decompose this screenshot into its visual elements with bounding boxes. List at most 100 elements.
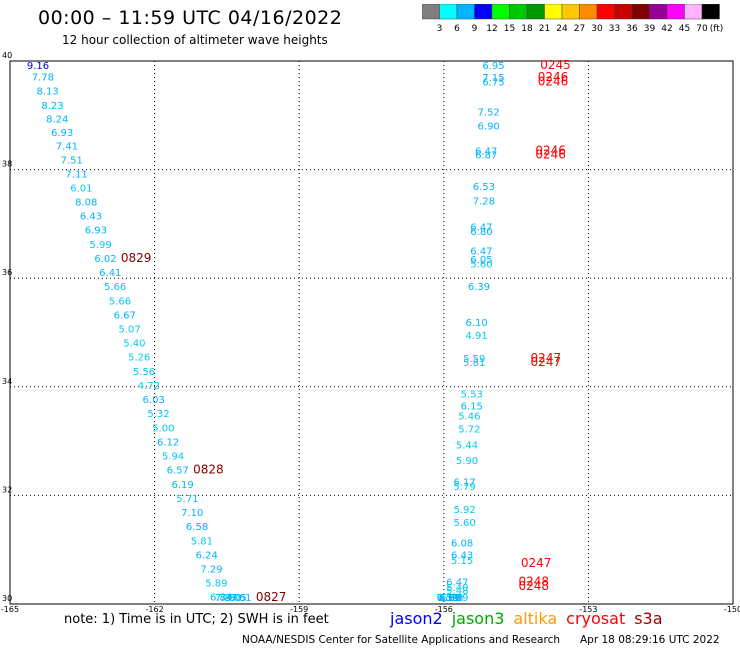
wave-height-value: 7.10 (181, 508, 203, 519)
wave-height-value: 6.01 (70, 183, 92, 194)
wave-height-value: 5.40 (123, 339, 145, 350)
wave-height-value: 5.71 (176, 494, 198, 505)
wave-height-value: 5.40 (446, 583, 468, 594)
latitude-label: 30 (2, 594, 12, 603)
satellite-legend-s3a: s3a (634, 609, 663, 628)
wave-height-value: 6.47 (475, 146, 497, 157)
wave-height-value: 7.33 (437, 593, 459, 604)
wave-height-value: 7.28 (473, 196, 495, 207)
wave-height-value: 6.57 (167, 466, 189, 477)
wave-height-value: 6.90 (478, 121, 500, 132)
color-scale-unit: (ft) (710, 24, 724, 34)
wave-height-value: 5.81 (191, 536, 213, 547)
wave-height-value: 9.16 (27, 61, 49, 72)
wave-height-value: 5.07 (118, 325, 140, 336)
pass-time-label: 0246 (535, 148, 566, 162)
longitude-label: -159 (290, 605, 308, 614)
wave-height-value: 6.47 (470, 246, 492, 257)
pass-time-label: 0247 (521, 556, 552, 570)
longitude-label: -150 (724, 605, 740, 614)
color-scale-label: 70 (696, 24, 708, 34)
longitude-label: -165 (1, 605, 19, 614)
wave-height-value: 5.46 (458, 411, 480, 422)
wave-height-value: 6.80 (470, 227, 492, 238)
wave-height-value: 5.89 (205, 579, 227, 590)
wave-height-value: 7.51 (61, 156, 83, 167)
wave-height-value: 6.23 (441, 593, 463, 604)
wave-height-value: 6.93 (85, 226, 107, 237)
color-scale-label: 39 (644, 24, 656, 34)
wave-height-value: 6.19 (437, 593, 459, 604)
wave-height-value: 6.41 (99, 268, 121, 279)
wave-height-value: 6.58 (186, 522, 208, 533)
color-scale-legend: 3 6 9 12 15 18 21 24 27 30 33 36 39 42 45 70 (ft) (422, 4, 724, 34)
color-scale-label: 3 (437, 24, 443, 34)
pass-time-label: 0247 (531, 355, 562, 369)
satellite-legend-jason2: jason2 (390, 609, 443, 628)
color-scale-label: 45 (679, 24, 690, 34)
wave-height-value: 7.52 (478, 107, 500, 118)
wave-height-value: 5.32 (147, 409, 169, 420)
map-subtitle: 12 hour collection of altimeter wave hei… (62, 33, 328, 47)
wave-height-value: 5.99 (446, 593, 468, 604)
wave-height-value: 5.30 (439, 593, 461, 604)
color-scale-label: 33 (609, 24, 620, 34)
pass-time-label: 0827 (256, 590, 287, 604)
wave-height-value: 6.43 (451, 550, 473, 561)
satellite-legend-jason3: jason3 (451, 609, 505, 628)
color-swatch (701, 4, 720, 20)
footer-credit: NOAA/NESDIS Center for Satellite Applica… (242, 634, 560, 646)
wave-height-value: 5.66 (104, 282, 126, 293)
wave-height-value: 5.92 (453, 505, 475, 516)
latitude-label: 34 (2, 377, 12, 386)
wave-height-value: 8.61 (229, 593, 251, 604)
wave-height-value: 5.99 (90, 240, 112, 251)
wave-height-value: 6.05 (470, 255, 492, 266)
wave-height-value: 7.60 (220, 593, 242, 604)
wave-height-value: 7.19 (437, 593, 459, 604)
color-scale-label: 36 (626, 24, 638, 34)
wave-height-value: 8.23 (41, 101, 63, 112)
wave-height-value: 5.26 (128, 353, 150, 364)
wave-height-value: 5.90 (456, 456, 478, 467)
map-title: 00:00 – 11:59 UTC 04/16/2022 (38, 7, 343, 29)
color-scale-label: 18 (521, 24, 533, 34)
latitude-label: 38 (2, 160, 12, 169)
wave-height-value: 8.05 (224, 593, 246, 604)
map-frame (9, 60, 734, 605)
wave-height-value: 4.91 (465, 331, 487, 342)
satellite-legend: jason2 jason3 altika cryosat s3a (390, 609, 672, 628)
pass-time-label: 0248 (519, 579, 550, 593)
wave-height-value: 5.56 (133, 367, 155, 378)
wave-height-value: 6.39 (468, 282, 490, 293)
pass-time-label: 0246 (538, 74, 569, 88)
wave-height-value: 6.56 (439, 593, 461, 604)
wave-height-value: 5.53 (461, 390, 483, 401)
longitude-label: -156 (435, 605, 453, 614)
wave-height-value: 6.75 (482, 77, 504, 88)
wave-height-value: 6.53 (473, 182, 495, 193)
wave-height-value: 8.13 (37, 87, 59, 98)
wave-height-value: 5.81 (463, 358, 485, 369)
wave-height-value: 5.00 (152, 423, 174, 434)
wave-height-value: 5.15 (451, 556, 473, 567)
wave-height-value: 6.67 (114, 310, 136, 321)
latitude-label: 40 (2, 51, 12, 60)
wave-height-value: 6.03 (143, 395, 165, 406)
wave-height-value: 7.11 (65, 170, 87, 181)
pass-time-label: 0248 (519, 575, 550, 589)
color-scale-label: 6 (454, 24, 460, 34)
wave-height-value: 8.08 (75, 197, 97, 208)
wave-height-value: 5.72 (458, 424, 480, 435)
wave-height-value: 6.95 (482, 61, 504, 72)
pass-time-label: 0245 (540, 58, 571, 72)
wave-height-value: 7.78 (32, 73, 54, 84)
wave-height-value: 6.62 (439, 593, 461, 604)
wave-height-value: 6.15 (461, 402, 483, 413)
wave-height-value: 5.60 (453, 518, 475, 529)
wave-height-value: 5.44 (456, 441, 478, 452)
wave-height-value: 7.41 (56, 142, 78, 153)
longitude-label: -162 (146, 605, 164, 614)
wave-height-value: 6.12 (157, 437, 179, 448)
